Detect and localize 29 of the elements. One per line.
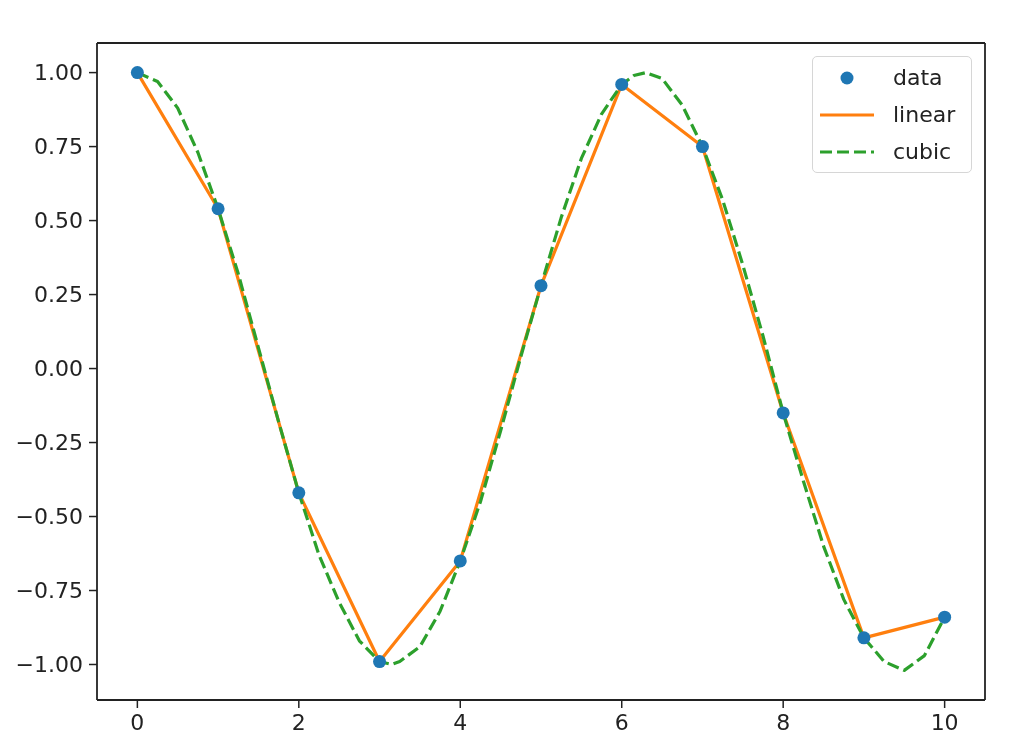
point [373,655,387,669]
y-tick-label: 0.00 [34,356,83,382]
point [776,406,790,420]
x-tick-label: 0 [130,709,145,735]
point [938,610,952,624]
y-tick-label: −0.50 [15,504,83,530]
point [130,66,144,80]
point [534,279,548,293]
y-tick-label: −0.25 [15,430,83,456]
y-tick-label: 0.25 [34,282,83,308]
legend-label: data [893,64,943,91]
point [292,486,306,500]
x-tick-label: 4 [453,709,468,735]
x-tick-label: 2 [291,709,306,735]
point [695,140,709,154]
point [857,631,871,645]
y-tick-label: 1.00 [34,60,83,86]
legend-label: cubic [893,138,952,165]
y-tick-label: −1.00 [15,652,83,678]
y-tick-label: 0.50 [34,208,83,234]
point [615,77,629,91]
point [453,554,467,568]
y-tick-label: −0.75 [15,578,83,604]
x-tick-label: 8 [776,709,791,735]
point [211,202,225,216]
x-tick-label: 6 [614,709,629,735]
y-tick-label: 0.75 [34,134,83,160]
legend-label: linear [893,101,956,128]
x-tick-label: 10 [930,709,959,735]
